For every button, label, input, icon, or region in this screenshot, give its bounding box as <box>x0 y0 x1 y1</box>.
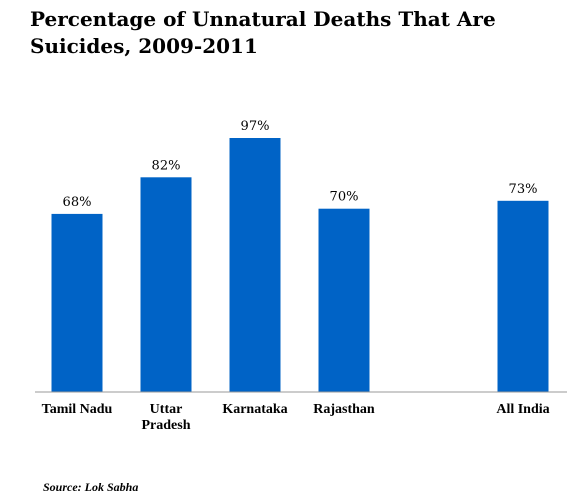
data-label: 73% <box>509 182 538 197</box>
x-tick-label: All India <box>496 402 549 417</box>
source-note: Source: Lok Sabha <box>43 480 139 494</box>
bar-uttar-pradesh <box>140 177 192 392</box>
data-label: 68% <box>63 195 92 210</box>
x-tick-label: Uttar <box>150 402 183 417</box>
x-tick-label: Tamil Nadu <box>42 402 113 417</box>
x-tick-label: Rajasthan <box>313 402 375 417</box>
chart-title: Percentage of Unnatural Deaths That Are … <box>30 7 496 58</box>
bars-group <box>51 138 549 392</box>
x-tick-label: Karnataka <box>222 402 287 417</box>
bar-all-india <box>497 200 549 392</box>
data-label: 97% <box>241 119 270 134</box>
bar-karnataka <box>229 138 281 392</box>
bar-tamil-nadu <box>51 213 103 392</box>
bar-rajasthan <box>318 208 370 392</box>
data-label: 82% <box>152 158 181 173</box>
data-label: 70% <box>330 190 359 205</box>
x-tick-label: Pradesh <box>142 418 191 433</box>
